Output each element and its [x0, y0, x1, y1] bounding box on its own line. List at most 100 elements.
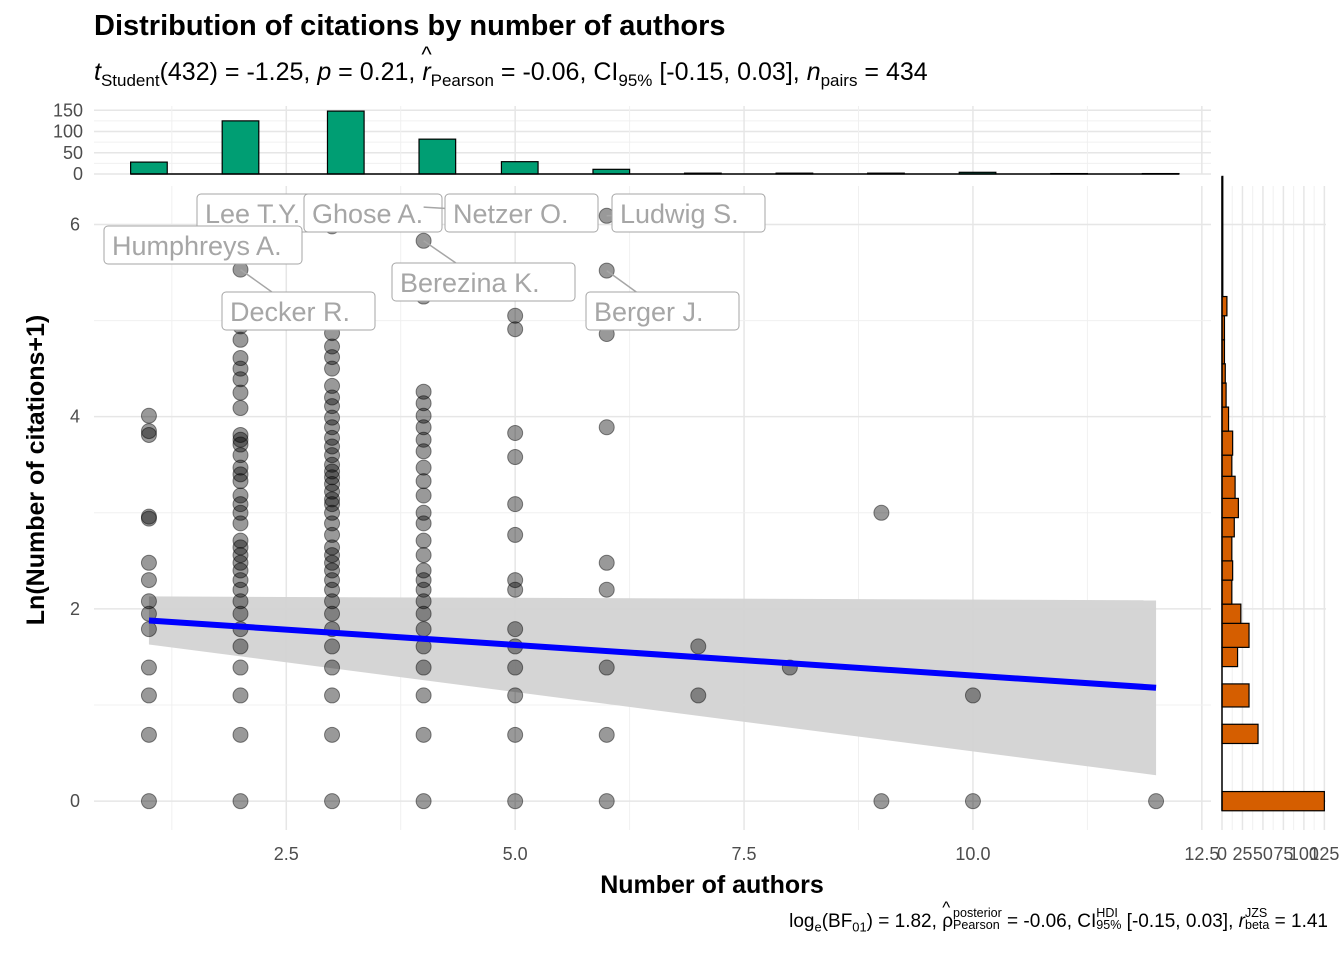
- data-point: [232, 447, 249, 464]
- y-tick-label: 6: [70, 214, 80, 234]
- data-point: [232, 426, 249, 443]
- data-point: [140, 793, 157, 810]
- data-point: [232, 687, 249, 704]
- data-point: [690, 687, 707, 704]
- data-point: [690, 638, 707, 655]
- data-point: [140, 687, 157, 704]
- right-histogram-bar: [1221, 683, 1250, 708]
- data-point: [324, 349, 341, 366]
- top-histogram-bar: [500, 161, 539, 175]
- scatter-points: [140, 199, 1165, 810]
- right-x-tick-label: 125: [1309, 844, 1339, 864]
- top-y-tick-label: 0: [73, 164, 83, 184]
- n-pairs: 434: [885, 58, 928, 86]
- data-point: [598, 419, 615, 436]
- data-point: [324, 581, 341, 598]
- data-point: [232, 638, 249, 655]
- data-point: [324, 554, 341, 571]
- label-box: [585, 291, 740, 331]
- right-x-tick-label: 25: [1232, 844, 1252, 864]
- right-histogram-bar: [1221, 603, 1242, 624]
- data-point: [324, 438, 341, 455]
- data-point: [324, 360, 341, 377]
- data-point: [507, 726, 524, 743]
- data-point: [415, 687, 432, 704]
- data-point: [232, 793, 249, 810]
- data-point: [232, 431, 249, 448]
- point-label: Decker R.: [230, 297, 350, 327]
- top-y-tick-label: 150: [53, 100, 83, 120]
- label-box: [611, 193, 766, 233]
- data-point: [415, 562, 432, 579]
- data-point: [324, 483, 341, 500]
- data-point: [324, 726, 341, 743]
- data-point: [415, 621, 432, 638]
- data-point: [324, 638, 341, 655]
- x-tick-label: 12.5: [1184, 844, 1219, 864]
- right-histogram-bar: [1221, 622, 1250, 648]
- data-point: [324, 539, 341, 556]
- data-point: [140, 726, 157, 743]
- point-labels: Lee T.Y. Ghose A. Netzer O. Ludwig S. Humphr…: [103, 193, 766, 331]
- data-point: [324, 593, 341, 610]
- data-point: [140, 659, 157, 676]
- hdi-ci: [-0.15, 0.03]: [1126, 910, 1229, 932]
- data-point: [324, 463, 341, 480]
- y-tick-label: 2: [70, 599, 80, 619]
- data-point: [232, 466, 249, 483]
- point-label: Netzer O.: [453, 199, 569, 229]
- top-histogram-bar: [418, 138, 457, 175]
- data-point: [232, 504, 249, 521]
- right-x-tick-label: 100: [1289, 844, 1319, 864]
- top-histogram: [130, 110, 1180, 175]
- data-point: [140, 423, 157, 440]
- data-point: [415, 605, 432, 622]
- data-point: [507, 621, 524, 638]
- data-point: [232, 581, 249, 598]
- data-point: [324, 491, 341, 508]
- data-point: [232, 487, 249, 504]
- data-point: [507, 687, 524, 704]
- label-box: [103, 225, 303, 265]
- right-x-tick-label: 50: [1253, 844, 1273, 864]
- data-point: [1148, 793, 1165, 810]
- data-point: [232, 473, 249, 490]
- data-point: [415, 532, 432, 549]
- data-point: [507, 307, 524, 324]
- data-point: [324, 526, 341, 543]
- right-histogram-bar: [1221, 536, 1233, 562]
- data-point: [415, 593, 432, 610]
- data-point: [232, 436, 249, 453]
- t-stat: -1.25: [246, 58, 304, 86]
- x-axis-title: Number of authors: [600, 871, 824, 899]
- data-point: [415, 659, 432, 676]
- data-point: [324, 447, 341, 464]
- data-point: [507, 425, 524, 442]
- data-point: [415, 473, 432, 490]
- top-histogram-bar: [130, 161, 168, 175]
- data-point: [324, 456, 341, 473]
- point-label: Humphreys A.: [112, 231, 282, 261]
- log-bf: 1.82: [894, 910, 932, 932]
- right-histogram-bar: [1221, 723, 1259, 745]
- right-histogram-bar: [1221, 497, 1239, 519]
- data-point: [324, 398, 341, 415]
- data-point: [232, 515, 249, 532]
- data-point: [232, 496, 249, 513]
- data-point: [873, 793, 890, 810]
- data-point: [324, 515, 341, 532]
- top-histogram-bar: [326, 110, 365, 175]
- data-point: [598, 659, 615, 676]
- label-box: [303, 193, 443, 233]
- data-point: [507, 581, 524, 598]
- data-point: [324, 793, 341, 810]
- data-point: [324, 377, 341, 394]
- right-histogram-bar: [1221, 454, 1233, 477]
- r-beta: 1.41: [1291, 910, 1328, 932]
- r-value: -0.06: [522, 58, 580, 86]
- data-point: [232, 659, 249, 676]
- top-histogram-gridlines: [94, 106, 1211, 175]
- x-tick-label: 10.0: [955, 844, 990, 864]
